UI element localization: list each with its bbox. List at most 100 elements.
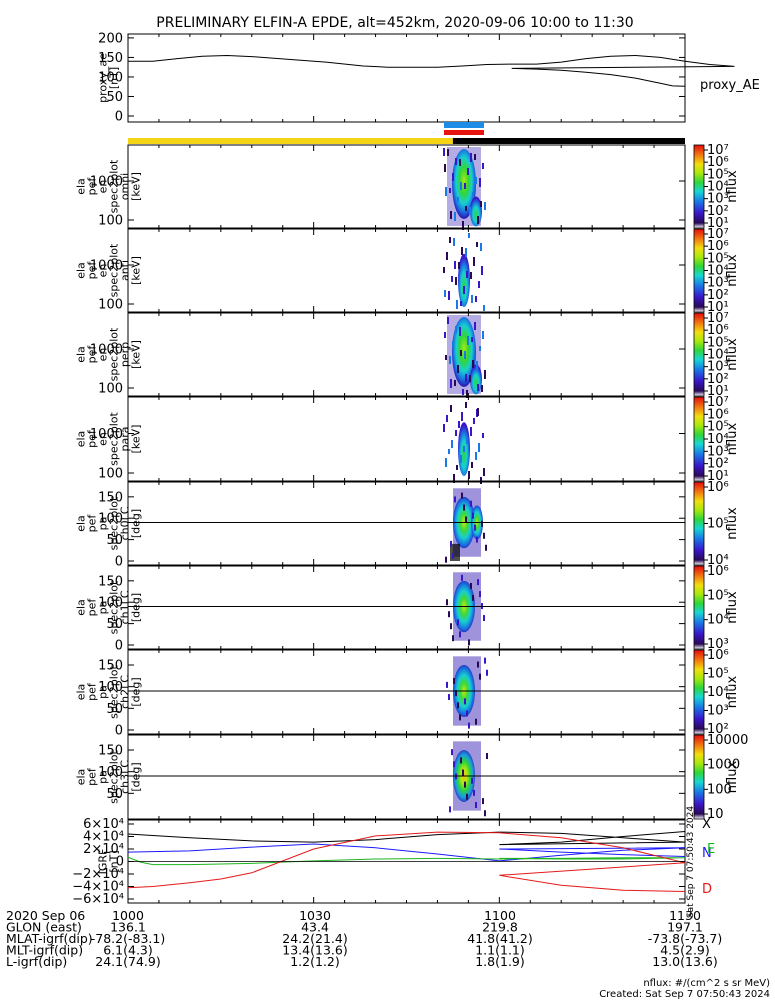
colorbar-pa_ch2-tick-label: 10⁵ [707,667,729,682]
pa_ch0-pixel [465,516,467,523]
footer-row-value: 219.8 [482,920,518,935]
spec_anti-ylabel-line: pef [86,261,99,280]
spec_omni-pixel [462,221,464,230]
pa_ch1-pixel [472,594,474,601]
spec_para-pixel [463,446,465,452]
igrf-ylabel-line: [nT] [108,850,121,872]
spec_para-pixel [448,449,450,454]
spec_anti-pixel [475,296,477,302]
colorbar-pa_ch0-scale [693,481,705,566]
footer-row-value: 6.1(4.3) [103,943,153,958]
colorbar-pa_ch0-label: nflux [725,507,740,540]
colorbar-spec_anti-tick-label: 10² [707,288,729,303]
proxy_ae-ytick-label: 150 [98,51,123,66]
pa_ch1-pixel [448,611,450,618]
pa_ch2-ylabel-line: ch2LC [119,675,132,709]
spec_anti-ytick-label: 1000 [90,258,123,273]
spec_perp-pixel [471,337,473,342]
spec_anti-pixel [483,305,485,311]
bar-yellow-segment [128,138,453,144]
spec_para-pixel [446,415,448,422]
spec_para-pixel [458,421,460,428]
footer-row-value: 1.1(1.1) [475,943,525,958]
colorbar-pa_ch3-tick-label: 100 [707,782,732,797]
spec_para-pixel [470,427,472,436]
footer-row-value: 1030 [299,908,331,923]
proxy_ae-ylabel-line: [nT] [108,67,121,89]
colorbar-spec_omni-tick-label: 10⁶ [707,155,729,170]
colorbar-spec_omni-scale [693,144,705,229]
footer-row-value: 13.4(13.6) [282,943,347,958]
spec_omni-flux-tail [470,196,482,227]
pa_ch3-frame [127,734,686,820]
pa_ch2-pixel [459,714,461,721]
pa_ch2-ylabel-line: pef [86,682,99,701]
colorbar-spec_omni-tick-label: 10⁷ [707,143,729,158]
spec_anti-pixel [453,238,455,246]
spec_anti-pixel [476,242,478,247]
panel-proxy-ae: 200 150 100 50 0 proxy_ae[nT] proxy_AE [97,31,760,124]
colorbar-pa_ch1-scale [693,565,705,650]
status-bars [128,122,685,144]
colorbar-pa_ch1-tick-label: 10⁶ [707,564,729,579]
spec_perp-ylabel-line: pef [86,345,99,364]
spec_omni-pixel [475,177,477,184]
spec_anti-pixel [481,266,483,275]
spec_perp-pixel [462,389,464,395]
spec_anti-pixel [460,301,462,306]
colorbar-spec_perp-tick-label: 10⁵ [707,335,729,350]
pa_ch2-pixel [486,669,488,676]
colorbar-spec_para-tick-label: 10⁶ [707,407,729,422]
igrf-ytick-label: 6×10⁴ [83,817,124,832]
pa_ch0-ylabel-line: [deg] [130,509,143,538]
spec_perp-ylabel-line: [keV] [130,340,143,369]
bar-red-segment [444,130,484,135]
colorbar-spec_anti-label: nflux [725,254,740,287]
footer-row-value: 1.8(1.9) [475,954,525,969]
spec_para-ylabel-line: para [119,427,132,452]
spec_perp-ylabel-line: perp [119,342,132,367]
colorbar-spec_anti-tick-label: 10³ [707,276,729,291]
pa_ch3-ylabel-line: [deg] [130,762,143,791]
colorbar-spec_perp-tick-label: 10⁶ [707,323,729,338]
pa_ch1-ytick-label: 100 [98,596,123,611]
pa_ch3-ylabel-line: ch3LC [119,760,132,794]
pa_ch0-pixel [450,540,452,547]
colorbar-pa_ch1-tick-label: 10³ [707,637,729,652]
colorbars: 10⁷10⁶10⁵10⁴10³10²10¹nflux10⁷10⁶10⁵10⁴10… [693,143,748,822]
proxy-ae-series-line [128,54,735,87]
footer-row-value: 197.1 [667,920,703,935]
footer-row-label: GLON (east) [6,920,82,935]
colorbar-pa_ch0-tick-label: 10⁶ [707,480,729,495]
spec_para-ylabel-line: pef [86,429,99,448]
spec_para-pixel [478,443,480,452]
spec_perp-pixel [469,375,471,382]
spec_perp-pixel [445,355,447,360]
spec_anti-pixel [471,295,473,303]
pa_ch1-frame [127,565,686,650]
pa_ch0-ylabel-line: ela [75,515,88,532]
footer-row-value: 24.2(21.4) [282,931,347,946]
spec_para-pixel [445,458,447,467]
colorbar-spec_omni-tick-label: 10⁵ [707,167,729,182]
pa_ch3-pixel [486,753,488,760]
pa_ch1-pixel [470,582,472,589]
pa_ch3-pixel [475,802,477,808]
pa_ch3-pixel [484,810,486,817]
pa_ch1-ytick-label: 0 [115,639,123,654]
spec_omni-pixel [464,183,466,189]
spec_perp-pixel [474,322,476,330]
pa_ch0-ytick-label: 0 [115,555,123,570]
pa_ch2-ylabel-line: [deg] [130,677,143,706]
pa_ch2-pixel [455,690,457,697]
proxy_ae-ytick-label: 200 [98,31,123,46]
spec_perp-ylabel-line: ela [75,346,88,363]
proxy_ae-ytick-label: 0 [115,110,123,125]
spec_perp-ylabel-line: en [97,348,110,362]
pa_ch0-ylabel-line: pef [86,514,99,533]
spec_para-ylabel-line: en [97,432,110,446]
